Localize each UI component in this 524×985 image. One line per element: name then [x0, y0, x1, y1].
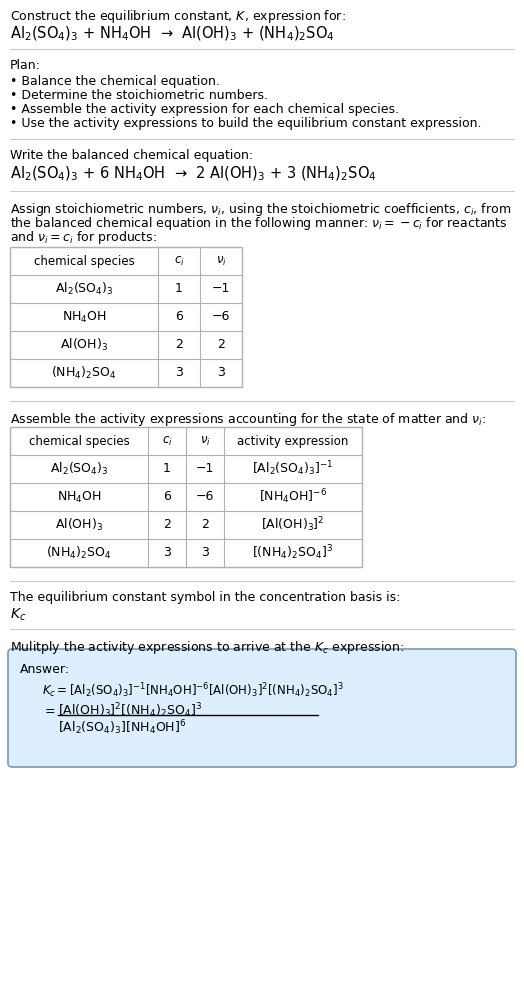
Text: $[\mathrm{Al(OH)_3}]^{2}$: $[\mathrm{Al(OH)_3}]^{2}$	[261, 516, 325, 534]
Text: $[\mathrm{Al_2(SO_4)_3}]^{-1}$: $[\mathrm{Al_2(SO_4)_3}]^{-1}$	[252, 460, 334, 479]
Text: $[\mathrm{Al_2(SO_4)_3}] [\mathrm{NH_4OH}]^{6}$: $[\mathrm{Al_2(SO_4)_3}] [\mathrm{NH_4OH…	[58, 718, 187, 737]
Text: $=$: $=$	[42, 703, 56, 716]
Text: $\mathrm{(NH_4)_2SO_4}$: $\mathrm{(NH_4)_2SO_4}$	[51, 365, 117, 381]
Text: $\nu_i$: $\nu_i$	[215, 254, 226, 268]
Text: 6: 6	[163, 491, 171, 503]
Text: $[\mathrm{Al(OH)_3}]^{2} [(\mathrm{NH_4})_2\mathrm{SO_4}]^{3}$: $[\mathrm{Al(OH)_3}]^{2} [(\mathrm{NH_4}…	[58, 701, 202, 720]
Text: $K_c$: $K_c$	[10, 607, 26, 624]
Text: 3: 3	[217, 366, 225, 379]
Text: 2: 2	[201, 518, 209, 532]
Text: 3: 3	[163, 547, 171, 559]
Text: activity expression: activity expression	[237, 434, 348, 447]
Text: $\mathrm{Al_2(SO_4)_3}$: $\mathrm{Al_2(SO_4)_3}$	[50, 461, 108, 477]
Text: 2: 2	[217, 339, 225, 352]
Text: chemical species: chemical species	[34, 254, 134, 268]
Text: • Use the activity expressions to build the equilibrium constant expression.: • Use the activity expressions to build …	[10, 117, 482, 130]
Text: The equilibrium constant symbol in the concentration basis is:: The equilibrium constant symbol in the c…	[10, 591, 400, 604]
Text: 1: 1	[175, 283, 183, 296]
Bar	[10, 247, 242, 387]
Text: $c_i$: $c_i$	[161, 434, 172, 447]
Text: 2: 2	[163, 518, 171, 532]
Text: $\mathrm{Al(OH)_3}$: $\mathrm{Al(OH)_3}$	[60, 337, 108, 353]
Text: $K_c = [\mathrm{Al_2(SO_4)_3}]^{-1} [\mathrm{NH_4OH}]^{-6} [\mathrm{Al(OH)_3}]^{: $K_c = [\mathrm{Al_2(SO_4)_3}]^{-1} [\ma…	[42, 681, 344, 699]
Text: Construct the equilibrium constant, $K$, expression for:: Construct the equilibrium constant, $K$,…	[10, 8, 346, 25]
Text: • Assemble the activity expression for each chemical species.: • Assemble the activity expression for e…	[10, 103, 399, 116]
Text: −6: −6	[196, 491, 214, 503]
Text: $[\mathrm{NH_4OH}]^{-6}$: $[\mathrm{NH_4OH}]^{-6}$	[259, 488, 327, 506]
Text: 3: 3	[201, 547, 209, 559]
Text: 1: 1	[163, 463, 171, 476]
Text: 2: 2	[175, 339, 183, 352]
Text: $\nu_i$: $\nu_i$	[200, 434, 211, 447]
Text: Assemble the activity expressions accounting for the state of matter and $\nu_i$: Assemble the activity expressions accoun…	[10, 411, 486, 428]
Text: $\mathrm{Al_2(SO_4)_3}$: $\mathrm{Al_2(SO_4)_3}$	[54, 281, 113, 297]
Text: $c_i$: $c_i$	[173, 254, 184, 268]
Text: the balanced chemical equation in the following manner: $\nu_i = -c_i$ for react: the balanced chemical equation in the fo…	[10, 215, 507, 232]
Text: Mulitply the activity expressions to arrive at the $K_c$ expression:: Mulitply the activity expressions to arr…	[10, 639, 405, 656]
Text: 3: 3	[175, 366, 183, 379]
Text: Assign stoichiometric numbers, $\nu_i$, using the stoichiometric coefficients, $: Assign stoichiometric numbers, $\nu_i$, …	[10, 201, 511, 218]
Text: −1: −1	[196, 463, 214, 476]
Text: chemical species: chemical species	[29, 434, 129, 447]
FancyBboxPatch shape	[8, 649, 516, 767]
Text: $\mathrm{Al(OH)_3}$: $\mathrm{Al(OH)_3}$	[55, 517, 103, 533]
Text: Write the balanced chemical equation:: Write the balanced chemical equation:	[10, 149, 253, 162]
Text: $\mathrm{NH_4OH}$: $\mathrm{NH_4OH}$	[57, 490, 102, 504]
Text: −6: −6	[212, 310, 230, 323]
Text: • Determine the stoichiometric numbers.: • Determine the stoichiometric numbers.	[10, 89, 268, 102]
Bar	[10, 427, 362, 567]
Text: • Balance the chemical equation.: • Balance the chemical equation.	[10, 75, 220, 88]
Text: Answer:: Answer:	[20, 663, 70, 676]
Text: $\mathrm{(NH_4)_2SO_4}$: $\mathrm{(NH_4)_2SO_4}$	[46, 545, 112, 561]
Text: $\mathrm{NH_4OH}$: $\mathrm{NH_4OH}$	[62, 309, 106, 324]
Text: 6: 6	[175, 310, 183, 323]
Text: $[(\mathrm{NH_4})_2\mathrm{SO_4}]^{3}$: $[(\mathrm{NH_4})_2\mathrm{SO_4}]^{3}$	[253, 544, 334, 562]
Text: −1: −1	[212, 283, 230, 296]
Text: $\mathrm{Al_2(SO_4)_3}$ + 6 $\mathrm{NH_4OH}$  →  2 $\mathrm{Al(OH)_3}$ + 3 $\ma: $\mathrm{Al_2(SO_4)_3}$ + 6 $\mathrm{NH_…	[10, 165, 377, 183]
Text: and $\nu_i = c_i$ for products:: and $\nu_i = c_i$ for products:	[10, 229, 157, 246]
Text: Plan:: Plan:	[10, 59, 41, 72]
Text: $\mathrm{Al_2(SO_4)_3}$ + $\mathrm{NH_4OH}$  →  $\mathrm{Al(OH)_3}$ + $\mathrm{(: $\mathrm{Al_2(SO_4)_3}$ + $\mathrm{NH_4O…	[10, 25, 335, 43]
